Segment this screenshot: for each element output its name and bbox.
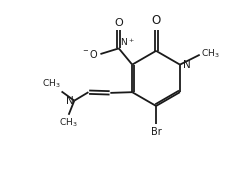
Text: O: O	[114, 18, 123, 28]
Text: $^-$O: $^-$O	[81, 48, 99, 60]
Text: O: O	[152, 14, 161, 27]
Text: N$^+$: N$^+$	[120, 36, 134, 48]
Text: CH$_3$: CH$_3$	[201, 48, 220, 60]
Text: Br: Br	[151, 127, 162, 137]
Text: CH$_3$: CH$_3$	[42, 78, 61, 90]
Text: N: N	[66, 96, 74, 106]
Text: CH$_3$: CH$_3$	[59, 116, 78, 129]
Text: N: N	[183, 60, 191, 70]
